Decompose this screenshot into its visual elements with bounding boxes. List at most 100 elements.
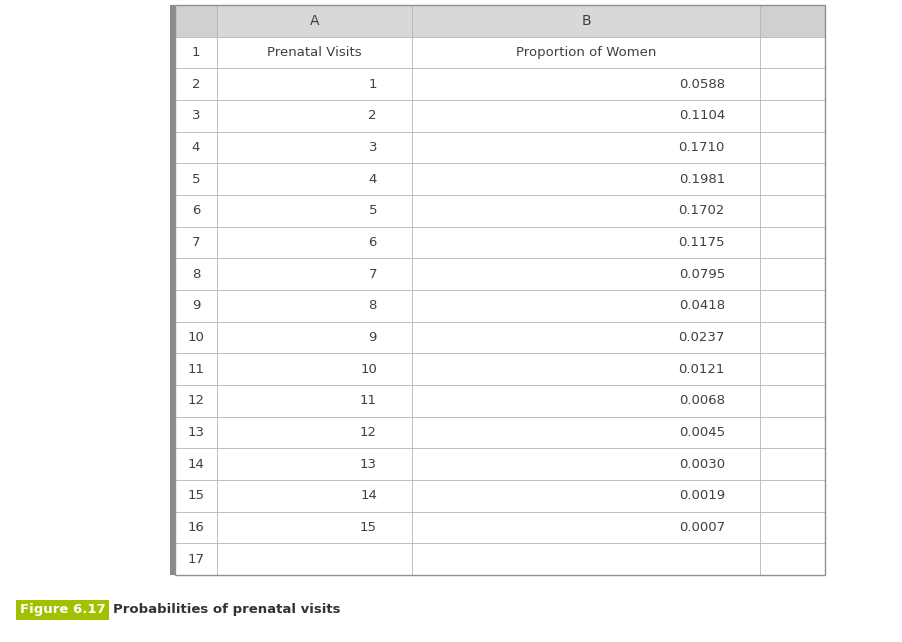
Bar <box>175 290 216 322</box>
Bar <box>759 37 824 68</box>
Bar <box>759 448 824 480</box>
Text: 11: 11 <box>188 363 204 376</box>
Bar <box>411 290 759 322</box>
Text: 14: 14 <box>188 458 204 471</box>
Bar <box>216 195 411 227</box>
Text: 15: 15 <box>360 521 376 534</box>
Bar <box>216 417 411 448</box>
Text: 0.0019: 0.0019 <box>678 489 724 502</box>
Text: 10: 10 <box>188 331 204 344</box>
Bar <box>175 480 216 512</box>
Bar <box>216 353 411 385</box>
Text: 3: 3 <box>191 109 200 123</box>
Bar <box>759 195 824 227</box>
Bar <box>759 543 824 575</box>
Text: 0.0121: 0.0121 <box>678 363 724 376</box>
Bar <box>759 480 824 512</box>
Bar <box>759 68 824 100</box>
Text: 13: 13 <box>188 426 204 439</box>
Text: 13: 13 <box>360 458 376 471</box>
Bar <box>216 132 411 163</box>
Bar <box>175 385 216 417</box>
Bar <box>759 353 824 385</box>
Bar <box>411 5 759 37</box>
Bar <box>216 543 411 575</box>
Bar <box>175 227 216 258</box>
Bar <box>759 163 824 195</box>
Bar <box>411 195 759 227</box>
Bar <box>175 512 216 543</box>
Bar <box>175 195 216 227</box>
Bar <box>411 37 759 68</box>
Bar <box>216 5 411 37</box>
Bar <box>216 322 411 353</box>
Bar <box>175 132 216 163</box>
Text: 0.1104: 0.1104 <box>678 109 724 123</box>
Text: 8: 8 <box>368 299 376 313</box>
Bar <box>175 5 824 575</box>
Bar <box>216 100 411 132</box>
Text: 0.0045: 0.0045 <box>678 426 724 439</box>
Text: 9: 9 <box>191 299 200 313</box>
Text: 4: 4 <box>368 173 376 186</box>
Bar <box>175 100 216 132</box>
Text: 5: 5 <box>368 204 376 218</box>
Text: 17: 17 <box>188 553 204 566</box>
Bar <box>175 68 216 100</box>
Bar <box>175 543 216 575</box>
Bar <box>175 322 216 353</box>
Text: 6: 6 <box>368 236 376 249</box>
Text: 15: 15 <box>188 489 204 502</box>
Text: 16: 16 <box>188 521 204 534</box>
Bar <box>759 5 824 37</box>
Text: 0.0588: 0.0588 <box>678 78 724 91</box>
Bar <box>411 68 759 100</box>
Bar <box>175 37 216 68</box>
Text: 2: 2 <box>191 78 200 91</box>
Text: 7: 7 <box>191 236 200 249</box>
Bar <box>175 5 216 37</box>
Bar <box>411 543 759 575</box>
Bar <box>216 258 411 290</box>
Bar <box>216 480 411 512</box>
Text: 0.1710: 0.1710 <box>678 141 724 154</box>
Text: 9: 9 <box>368 331 376 344</box>
Text: 10: 10 <box>360 363 376 376</box>
Bar <box>411 227 759 258</box>
Bar <box>759 417 824 448</box>
Bar <box>170 5 175 575</box>
Bar <box>759 385 824 417</box>
Bar <box>411 100 759 132</box>
Text: 2: 2 <box>368 109 376 123</box>
Bar <box>411 132 759 163</box>
Text: 3: 3 <box>368 141 376 154</box>
Text: 0.1981: 0.1981 <box>678 173 724 186</box>
Bar <box>175 353 216 385</box>
Bar <box>216 512 411 543</box>
Bar <box>175 448 216 480</box>
Bar <box>411 448 759 480</box>
Bar <box>216 37 411 68</box>
Text: Proportion of Women: Proportion of Women <box>515 46 656 59</box>
Bar <box>175 417 216 448</box>
Bar <box>411 353 759 385</box>
Text: 12: 12 <box>188 394 204 407</box>
Text: 0.0068: 0.0068 <box>678 394 724 407</box>
Bar <box>759 290 824 322</box>
Text: 1: 1 <box>191 46 200 59</box>
Text: A: A <box>309 14 319 28</box>
Bar <box>411 258 759 290</box>
Text: 4: 4 <box>191 141 200 154</box>
Bar <box>411 322 759 353</box>
Bar <box>759 227 824 258</box>
Text: 5: 5 <box>191 173 200 186</box>
Text: Probabilities of prenatal visits: Probabilities of prenatal visits <box>113 603 340 616</box>
Bar <box>411 480 759 512</box>
Bar <box>759 322 824 353</box>
Bar <box>411 417 759 448</box>
Bar <box>759 258 824 290</box>
Text: 6: 6 <box>191 204 200 218</box>
Bar <box>759 512 824 543</box>
Text: 14: 14 <box>360 489 376 502</box>
Bar <box>216 163 411 195</box>
